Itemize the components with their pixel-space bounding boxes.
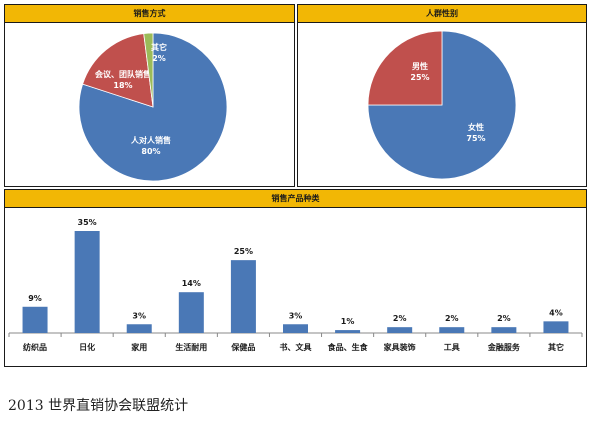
- pie-slice-value-label: 2%: [152, 54, 166, 63]
- category-label: 工具: [444, 343, 460, 352]
- category-label: 家用: [131, 342, 147, 352]
- product-category-panel: 销售产品种类 9% 纺织品 35% 日化 3% 家用 14% 生活耐用 25% 保健品 3% 书、文具…: [4, 189, 587, 367]
- bar: [178, 292, 204, 333]
- category-label: 日化: [79, 342, 95, 352]
- sales-method-pie-chart: 人对人销售 80% 会议、团队销售 18% 其它 2%: [78, 32, 228, 182]
- category-label: 纺织品: [23, 342, 47, 352]
- bar: [491, 327, 517, 333]
- category-label: 食品、生食: [328, 342, 369, 352]
- bar-value-label: 25%: [234, 247, 253, 256]
- bar-value-label: 2%: [497, 314, 511, 323]
- pie-slice-label: 女性: [468, 122, 484, 132]
- bar: [126, 324, 152, 333]
- bar: [335, 330, 361, 333]
- product-category-bar-chart: 9% 纺织品 35% 日化 3% 家用 14% 生活耐用 25% 保健品 3% 书、文具 1% 食品、生食…: [8, 218, 583, 352]
- bar: [543, 321, 569, 333]
- bar: [387, 327, 413, 333]
- product-category-title: 销售产品种类: [5, 190, 586, 208]
- bar: [283, 324, 308, 333]
- bar-value-label: 2%: [393, 314, 407, 323]
- category-label: 保健品: [230, 342, 255, 352]
- pie-slice-label: 会议、团队销售: [95, 69, 151, 79]
- category-label: 家具装饰: [384, 342, 416, 352]
- gender-pie-chart: 女性 75% 男性 25%: [367, 30, 517, 180]
- pie-slice-value-label: 18%: [113, 81, 132, 90]
- pie-slice: [367, 30, 517, 180]
- pie-slice-label: 男性: [412, 61, 428, 71]
- sales-method-title: 销售方式: [5, 5, 294, 23]
- category-label: 生活耐用: [175, 342, 207, 352]
- sales-method-panel: 销售方式 人对人销售 80% 会议、团队销售 18% 其它 2%: [4, 4, 295, 187]
- bar-value-label: 35%: [78, 218, 97, 227]
- pie-slice: [367, 30, 443, 106]
- bar-value-label: 14%: [182, 279, 201, 288]
- pie-slice-label: 人对人销售: [131, 135, 171, 145]
- gender-title: 人群性别: [298, 5, 586, 23]
- pie-slice-value-label: 80%: [141, 147, 160, 156]
- gender-panel: 人群性别 女性 75% 男性 25%: [297, 4, 587, 187]
- bar-value-label: 2%: [445, 314, 459, 323]
- bar: [439, 327, 465, 333]
- pie-slice: [143, 32, 154, 108]
- category-label: 金融服务: [487, 342, 521, 352]
- pie-slice-label: 其它: [151, 42, 167, 52]
- bar-value-label: 3%: [289, 311, 303, 320]
- category-label: 书、文具: [280, 342, 312, 352]
- source-caption: 2013 世界直销协会联盟统计: [8, 398, 189, 414]
- category-label: 其它: [548, 342, 564, 352]
- bar-value-label: 9%: [28, 294, 42, 303]
- pie-slice: [78, 32, 228, 182]
- bar: [22, 306, 48, 333]
- pie-slice: [82, 33, 154, 108]
- pie-slice-value-label: 75%: [466, 134, 485, 143]
- bar-value-label: 3%: [132, 311, 146, 320]
- bar-value-label: 4%: [549, 308, 563, 317]
- bar: [230, 260, 256, 333]
- bar-value-label: 1%: [341, 317, 355, 326]
- pie-slice-value-label: 25%: [410, 73, 429, 82]
- bar: [74, 231, 100, 333]
